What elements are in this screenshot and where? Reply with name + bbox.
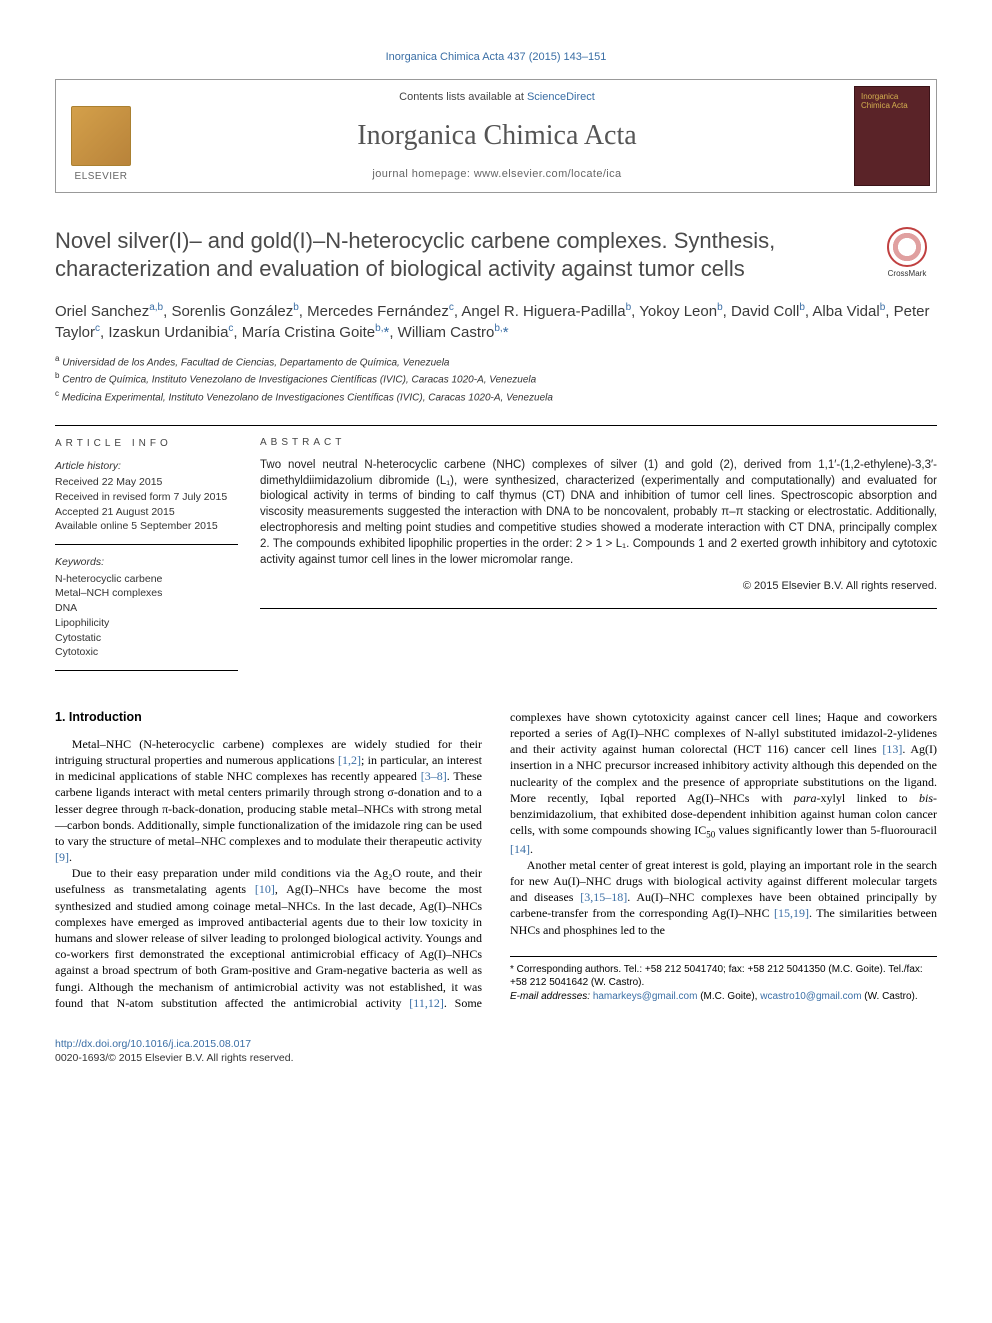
journal-homepage: journal homepage: www.elsevier.com/locat… xyxy=(154,167,840,182)
cover-thumbnail-block: Inorganica Chimica Acta xyxy=(848,80,936,192)
email-link[interactable]: hamarkeys@gmail.com xyxy=(593,991,698,1002)
affiliation: a Universidad de los Andes, Facultad de … xyxy=(55,353,937,370)
keyword: Lipophilicity xyxy=(55,616,238,631)
keyword: N-heterocyclic carbene xyxy=(55,572,238,587)
keyword: Cytostatic xyxy=(55,631,238,646)
homepage-url: www.elsevier.com/locate/ica xyxy=(474,168,622,180)
body-text: 1. Introduction Metal–NHC (N-heterocycli… xyxy=(55,709,937,1011)
publisher-block: ELSEVIER xyxy=(56,80,146,192)
history-line: Received in revised form 7 July 2015 xyxy=(55,490,238,505)
email-label: E-mail addresses: xyxy=(510,991,590,1002)
keyword: DNA xyxy=(55,601,238,616)
sciencedirect-link[interactable]: ScienceDirect xyxy=(527,91,595,103)
article-history: Article history: Received 22 May 2015Rec… xyxy=(55,459,238,545)
abstract-label: ABSTRACT xyxy=(260,426,937,458)
citation-line: Inorganica Chimica Acta 437 (2015) 143–1… xyxy=(55,50,937,65)
abstract-column: ABSTRACT Two novel neutral N-heterocycli… xyxy=(260,426,937,681)
affiliation: c Medicina Experimental, Instituto Venez… xyxy=(55,388,937,405)
corresponding-note: * Corresponding authors. Tel.: +58 212 5… xyxy=(510,963,937,990)
keywords-block: Keywords: N-heterocyclic carbeneMetal–NC… xyxy=(55,555,238,671)
keyword: Metal–NCH complexes xyxy=(55,586,238,601)
publisher-name: ELSEVIER xyxy=(75,170,128,184)
email-link[interactable]: wcastro10@gmail.com xyxy=(760,991,861,1002)
journal-name: Inorganica Chimica Acta xyxy=(154,117,840,155)
crossmark-icon xyxy=(887,227,927,267)
crossmark[interactable]: CrossMark xyxy=(877,227,937,280)
journal-header: ELSEVIER Contents lists available at Sci… xyxy=(55,79,937,193)
crossmark-label: CrossMark xyxy=(877,269,937,280)
footer: http://dx.doi.org/10.1016/j.ica.2015.08.… xyxy=(55,1033,937,1065)
authors: Oriel Sancheza,b, Sorenlis Gonzálezb, Me… xyxy=(55,301,937,343)
doi-link[interactable]: http://dx.doi.org/10.1016/j.ica.2015.08.… xyxy=(55,1038,251,1050)
paragraph: Another metal center of great interest i… xyxy=(510,857,937,938)
history-line: Accepted 21 August 2015 xyxy=(55,505,238,520)
contents-prefix: Contents lists available at xyxy=(399,91,527,103)
article-title: Novel silver(I)– and gold(I)–N-heterocyc… xyxy=(55,227,863,283)
history-heading: Article history: xyxy=(55,459,238,474)
abstract-copyright: © 2015 Elsevier B.V. All rights reserved… xyxy=(260,579,937,594)
abstract-text: Two novel neutral N-heterocyclic carbene… xyxy=(260,458,937,609)
affiliation: b Centro de Química, Instituto Venezolan… xyxy=(55,370,937,387)
affiliations: a Universidad de los Andes, Facultad de … xyxy=(55,353,937,405)
paragraph: Metal–NHC (N-heterocyclic carbene) compl… xyxy=(55,736,482,866)
footnotes: * Corresponding authors. Tel.: +58 212 5… xyxy=(510,956,937,1004)
elsevier-logo xyxy=(71,106,131,166)
history-line: Received 22 May 2015 xyxy=(55,475,238,490)
article-info-label: ARTICLE INFO xyxy=(55,427,238,459)
email-line: E-mail addresses: hamarkeys@gmail.com (M… xyxy=(510,990,937,1004)
homepage-prefix: journal homepage: xyxy=(372,168,473,180)
cover-thumbnail: Inorganica Chimica Acta xyxy=(854,86,930,186)
contents-available: Contents lists available at ScienceDirec… xyxy=(154,90,840,105)
doi-line: http://dx.doi.org/10.1016/j.ica.2015.08.… xyxy=(55,1037,937,1051)
abstract-body: Two novel neutral N-heterocyclic carbene… xyxy=(260,459,937,566)
section-heading: 1. Introduction xyxy=(55,709,482,726)
cover-title: Inorganica Chimica Acta xyxy=(861,93,923,111)
article-info-column: ARTICLE INFO Article history: Received 2… xyxy=(55,426,260,681)
keyword: Cytotoxic xyxy=(55,645,238,660)
header-center: Contents lists available at ScienceDirec… xyxy=(146,80,848,192)
issn-line: 0020-1693/© 2015 Elsevier B.V. All right… xyxy=(55,1051,937,1065)
keywords-heading: Keywords: xyxy=(55,555,238,570)
history-line: Available online 5 September 2015 xyxy=(55,519,238,534)
